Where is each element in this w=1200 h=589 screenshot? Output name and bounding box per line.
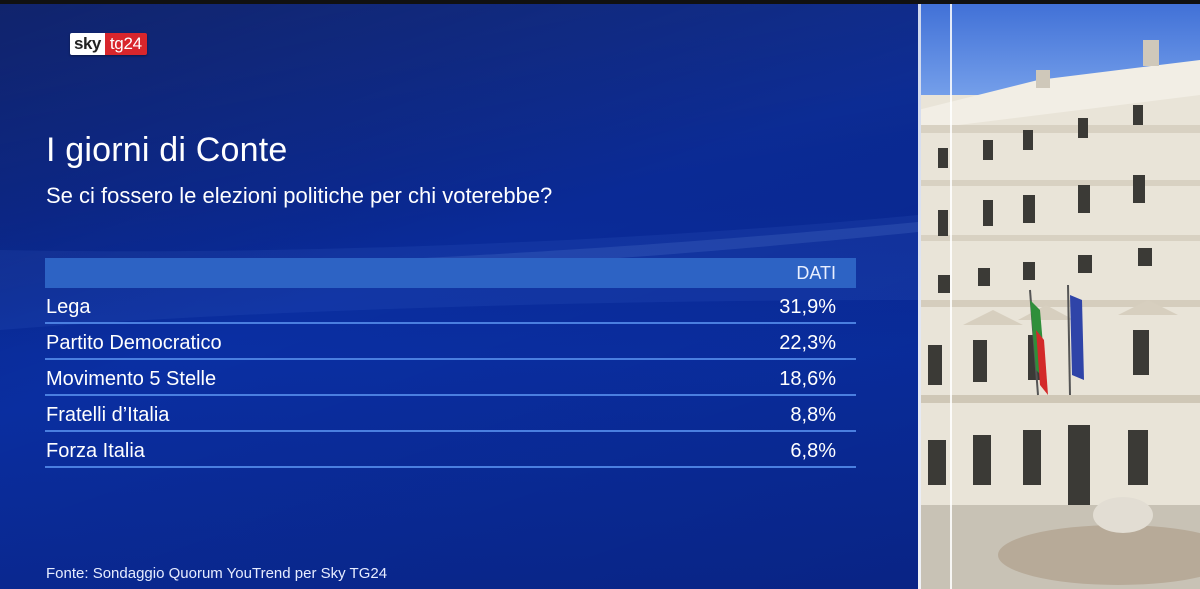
- table-row: Fratelli d’Italia 8,8%: [45, 396, 856, 432]
- logo-tg24-text: tg24: [104, 33, 147, 55]
- table-row: Lega 31,9%: [45, 288, 856, 324]
- table-header: DATI: [45, 258, 856, 288]
- party-name: Fratelli d’Italia: [46, 404, 170, 426]
- table-row: Movimento 5 Stelle 18,6%: [45, 360, 856, 396]
- palace-photo: [918, 0, 1200, 589]
- source-note: Fonte: Sondaggio Quorum YouTrend per Sky…: [46, 565, 388, 582]
- party-name: Movimento 5 Stelle: [46, 368, 217, 390]
- column-header-dati: DATI: [796, 262, 836, 283]
- party-value: 18,6%: [779, 368, 836, 390]
- table-row: Forza Italia 6,8%: [45, 432, 856, 468]
- panel-divider: [918, 0, 921, 589]
- photo-edge-line: [950, 0, 952, 589]
- page-title: I giorni di Conte: [46, 131, 288, 169]
- party-value: 8,8%: [790, 404, 836, 426]
- party-name: Forza Italia: [46, 440, 145, 462]
- party-name: Partito Democratico: [46, 332, 222, 354]
- party-value: 31,9%: [779, 296, 836, 318]
- palace-illustration: [918, 40, 1200, 589]
- sky-tg24-logo: sky tg24: [70, 33, 147, 55]
- logo-sky-text: sky: [70, 33, 105, 55]
- page-subtitle: Se ci fossero le elezioni politiche per …: [46, 183, 553, 208]
- party-value: 6,8%: [790, 440, 836, 462]
- party-name: Lega: [46, 296, 91, 318]
- poll-table: DATI Lega 31,9% Partito Democratico 22,3…: [45, 258, 856, 468]
- party-value: 22,3%: [779, 332, 836, 354]
- table-row: Partito Democratico 22,3%: [45, 324, 856, 360]
- top-black-bar: [0, 0, 1200, 4]
- graphic-panel: [0, 0, 918, 589]
